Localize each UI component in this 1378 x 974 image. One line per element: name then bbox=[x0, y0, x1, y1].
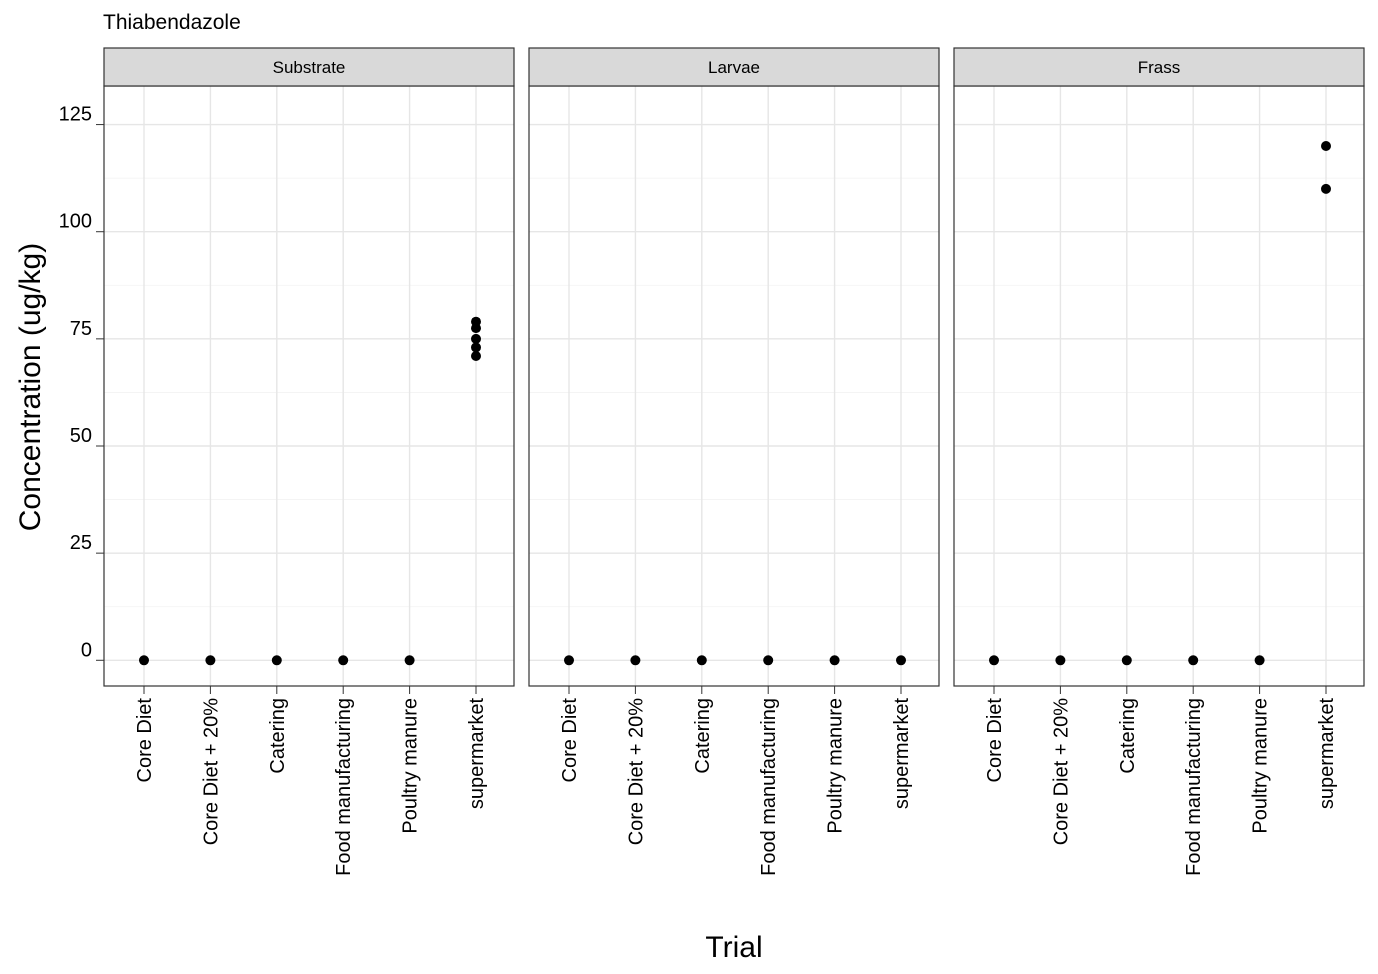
x-tick-label: supermarket bbox=[466, 698, 488, 810]
x-tick-label: Food manufacturing bbox=[333, 698, 355, 876]
facet-strip bbox=[953, 47, 1365, 87]
data-point bbox=[1254, 655, 1265, 666]
facet-strip bbox=[528, 47, 940, 87]
y-tick-label: 75 bbox=[70, 318, 92, 340]
x-tick-label: Core Diet bbox=[134, 698, 156, 783]
x-tick-label: supermarket bbox=[891, 698, 913, 810]
y-tick-label: 0 bbox=[81, 639, 92, 661]
facet-strip-label: Frass bbox=[1138, 58, 1181, 77]
data-point bbox=[564, 655, 574, 666]
data-point bbox=[630, 655, 641, 666]
data-point bbox=[404, 655, 415, 666]
data-point bbox=[471, 342, 481, 353]
facet-panel-larvae: Larvae Core Diet Core Diet + 20% Catering Fo… bbox=[528, 47, 940, 876]
x-tick-label: Catering bbox=[692, 698, 714, 774]
data-point bbox=[696, 655, 707, 666]
x-tick-label: Food manufacturing bbox=[758, 698, 780, 876]
x-tick-label: Core Diet + 20% bbox=[1050, 698, 1072, 846]
y-axis-title: Concentration (ug/kg) bbox=[14, 243, 47, 532]
data-point bbox=[271, 655, 282, 666]
x-tick-label: Core Diet + 20% bbox=[200, 698, 222, 846]
facet-panels: Substrate Core Diet Core Diet + 20% Caterin… bbox=[103, 47, 1365, 876]
facet-strip-label: Substrate bbox=[273, 58, 346, 77]
data-point bbox=[338, 655, 349, 666]
y-tick-label: 100 bbox=[59, 211, 92, 233]
x-tick-label: Catering bbox=[267, 698, 289, 774]
panel-background bbox=[529, 86, 939, 686]
panel-background bbox=[954, 86, 1364, 686]
x-tick-label: Poultry manure bbox=[1250, 698, 1272, 834]
x-tick-label: Poultry manure bbox=[825, 698, 847, 834]
x-tick-label: Core Diet bbox=[559, 698, 581, 783]
y-tick-label: 50 bbox=[70, 425, 92, 447]
data-point bbox=[471, 333, 481, 344]
data-point bbox=[1321, 183, 1331, 194]
facet-panel-substrate: Substrate Core Diet Core Diet + 20% Caterin… bbox=[103, 47, 515, 876]
facet-panel-frass: Frass Core Diet Core Diet + 20% Catering Foo… bbox=[953, 47, 1365, 876]
data-point bbox=[1321, 141, 1331, 151]
facet-strip-label: Larvae bbox=[708, 58, 760, 77]
facet-strip bbox=[103, 47, 515, 87]
data-point bbox=[1188, 655, 1199, 666]
data-point bbox=[471, 323, 481, 334]
x-tick-label: Food manufacturing bbox=[1183, 698, 1205, 876]
y-axis: 0 25 50 75 100 125 bbox=[59, 104, 104, 661]
data-point bbox=[471, 351, 481, 361]
data-point bbox=[896, 655, 906, 666]
x-tick-label: Core Diet bbox=[984, 698, 1006, 783]
x-tick-label: supermarket bbox=[1316, 698, 1338, 810]
data-point bbox=[1121, 655, 1132, 666]
data-point bbox=[763, 655, 774, 666]
data-point bbox=[829, 655, 840, 666]
x-axis-title: Trial bbox=[705, 931, 762, 964]
data-point bbox=[989, 655, 999, 666]
x-tick-label: Catering bbox=[1117, 698, 1139, 774]
y-tick-label: 25 bbox=[70, 532, 92, 554]
x-tick-label: Poultry manure bbox=[400, 698, 422, 834]
data-point bbox=[205, 655, 216, 666]
panel-background bbox=[104, 86, 514, 686]
data-point bbox=[139, 655, 149, 666]
data-point bbox=[1055, 655, 1066, 666]
x-tick-label: Core Diet + 20% bbox=[625, 698, 647, 846]
y-tick-label: 125 bbox=[59, 104, 92, 126]
chart-title: Thiabendazole bbox=[103, 11, 241, 34]
